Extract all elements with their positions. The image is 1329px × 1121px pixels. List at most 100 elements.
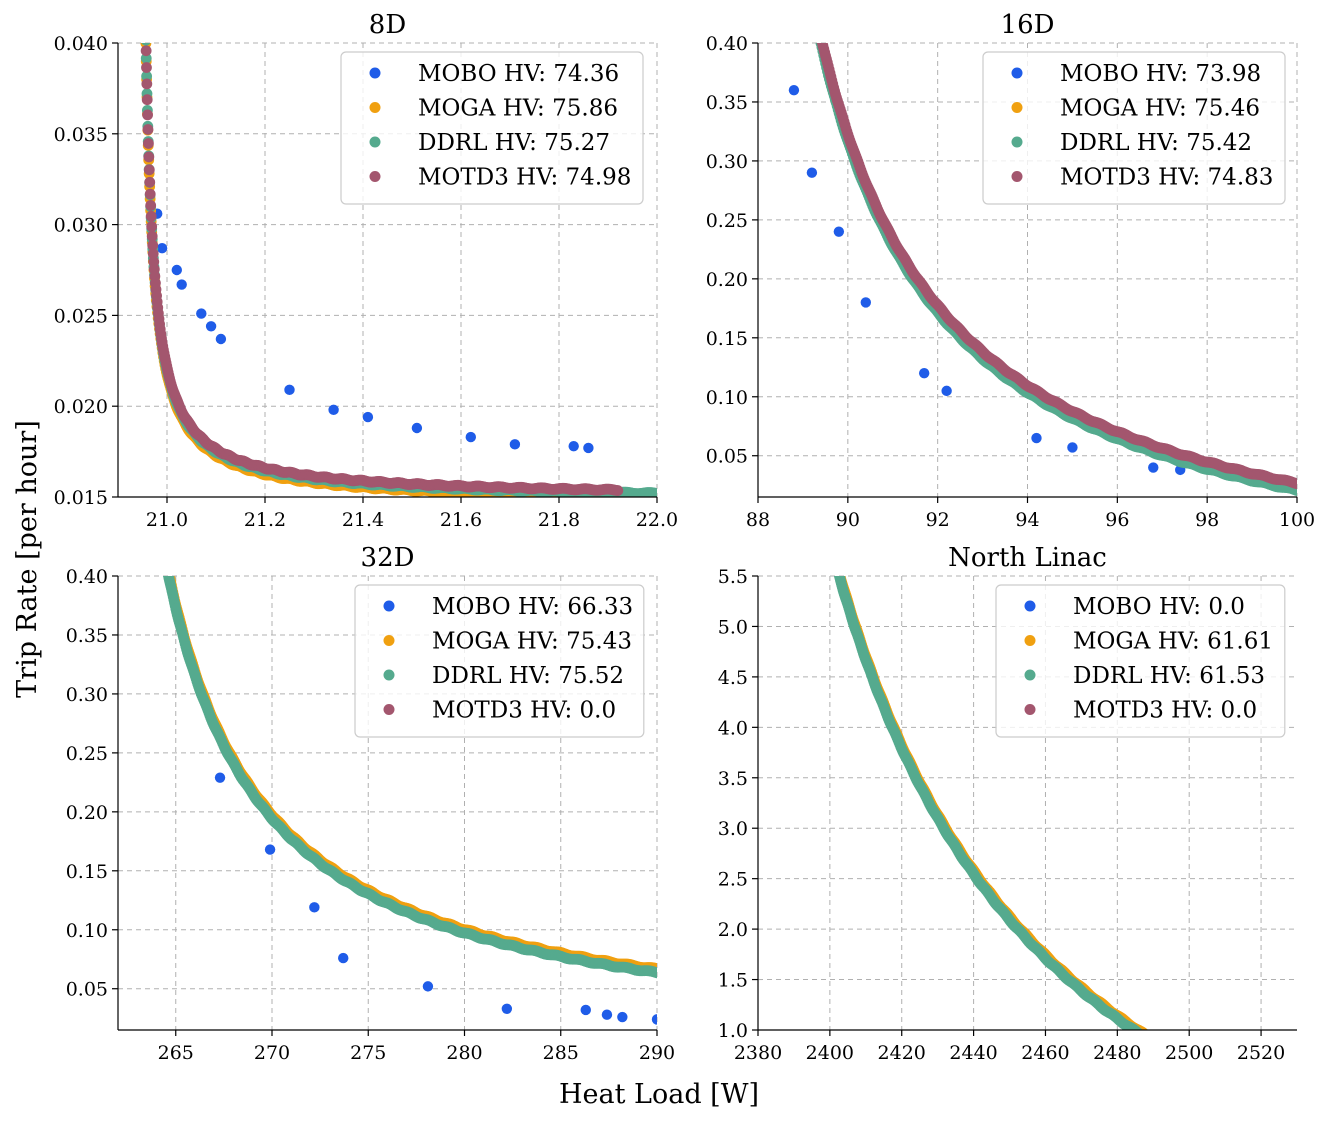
legend-marker	[383, 704, 395, 715]
data-point	[1238, 1087, 1249, 1098]
data-point	[826, 540, 837, 551]
data-point	[1275, 1102, 1286, 1113]
data-point	[1284, 1103, 1295, 1114]
data-point	[162, 562, 173, 573]
data-point	[1144, 1035, 1155, 1046]
data-point	[807, 0, 818, 3]
data-point	[824, 529, 835, 540]
x-tick-label: 92	[926, 509, 950, 531]
data-point	[140, 12, 151, 23]
data-point	[1249, 1091, 1260, 1102]
data-point	[1252, 1091, 1263, 1102]
data-point	[826, 540, 837, 551]
y-tick-label: 0.10	[66, 920, 108, 942]
data-point	[812, 19, 823, 30]
data-point	[1208, 1071, 1219, 1082]
data-point	[807, 0, 818, 4]
data-point	[141, 62, 152, 73]
y-tick-label: 0.35	[66, 625, 108, 647]
x-tick-label: 94	[1015, 509, 1039, 531]
data-point	[824, 531, 835, 542]
data-point	[827, 545, 838, 556]
data-point	[823, 533, 834, 544]
x-tick-label: 2500	[1165, 1042, 1213, 1064]
subplot-title: 32D	[361, 543, 415, 573]
data-point	[1275, 1100, 1286, 1111]
x-tick-label: 100	[1279, 509, 1315, 531]
data-point	[812, 17, 823, 28]
data-point	[601, 1009, 613, 1020]
data-point	[205, 321, 217, 332]
data-point	[1197, 1067, 1208, 1078]
data-point	[818, 509, 829, 520]
data-point	[1216, 1073, 1227, 1084]
data-point	[822, 524, 833, 535]
data-point	[1256, 1094, 1267, 1105]
data-point	[465, 431, 476, 443]
data-point	[1031, 432, 1042, 444]
data-point	[141, 78, 153, 90]
data-point	[1257, 1095, 1268, 1106]
x-tick-label: 96	[1105, 509, 1129, 531]
legend-marker	[1024, 600, 1036, 612]
data-point	[1216, 1076, 1227, 1087]
x-tick-label: 280	[446, 1042, 482, 1064]
data-point	[828, 550, 839, 561]
legend-entry: MOBO HV: 74.36	[418, 61, 619, 87]
data-point	[1266, 1099, 1277, 1110]
data-point	[1282, 1103, 1293, 1114]
data-point	[827, 542, 838, 553]
data-point	[1150, 1036, 1161, 1047]
data-point	[1229, 1079, 1240, 1090]
data-point	[143, 138, 154, 149]
data-point	[827, 548, 838, 559]
legend-marker	[369, 67, 381, 79]
data-point	[1273, 1100, 1284, 1111]
data-point	[1287, 1104, 1298, 1115]
y-tick-label: 3.5	[718, 768, 748, 790]
data-point	[811, 18, 822, 29]
data-point	[1251, 1090, 1262, 1101]
x-tick-label: 2380	[734, 1042, 782, 1064]
data-point	[808, 0, 819, 8]
data-point	[140, 52, 152, 64]
data-point	[1281, 1102, 1292, 1113]
x-tick-label: 265	[158, 1042, 194, 1064]
legend: MOBO HV: 66.33 MOGA HV: 75.43 DDRL HV: 75.…	[354, 584, 645, 738]
data-point	[1276, 1101, 1287, 1112]
x-tick-label: 21.2	[244, 509, 286, 531]
data-point	[811, 9, 822, 20]
data-point	[1200, 1064, 1211, 1075]
legend-marker	[1011, 136, 1023, 148]
data-point	[1254, 1091, 1265, 1102]
data-point	[821, 523, 832, 534]
data-point	[806, 167, 818, 178]
data-point	[824, 536, 835, 547]
legend-marker	[383, 669, 395, 681]
y-tick-label: 0.035	[54, 124, 108, 146]
plot-area	[788, 0, 1297, 496]
data-point	[159, 548, 170, 559]
legend-marker	[369, 136, 381, 148]
data-point	[1198, 1063, 1209, 1074]
x-tick-label: 21.8	[538, 509, 580, 531]
subplot-2: 265 270 275 280 285 290 0.05 0.10 0.15 0.20 0.25 0.…	[66, 543, 675, 1064]
data-point	[1264, 1095, 1275, 1106]
x-tick-label: 2460	[1021, 1042, 1069, 1064]
y-tick-label: 0.25	[66, 743, 108, 765]
data-point	[1143, 1032, 1154, 1043]
data-point	[1266, 1095, 1277, 1106]
data-point	[1291, 478, 1297, 490]
data-point	[830, 552, 841, 563]
data-point	[1239, 1084, 1250, 1095]
data-point	[140, 0, 151, 6]
data-point	[809, 10, 820, 21]
data-point	[1241, 1084, 1252, 1095]
data-point	[813, 26, 824, 37]
data-point	[819, 513, 830, 524]
data-point	[142, 124, 154, 135]
data-point	[161, 562, 172, 573]
y-tick-label: 3.0	[718, 818, 748, 840]
data-point	[1192, 1063, 1203, 1074]
data-point	[161, 557, 172, 568]
